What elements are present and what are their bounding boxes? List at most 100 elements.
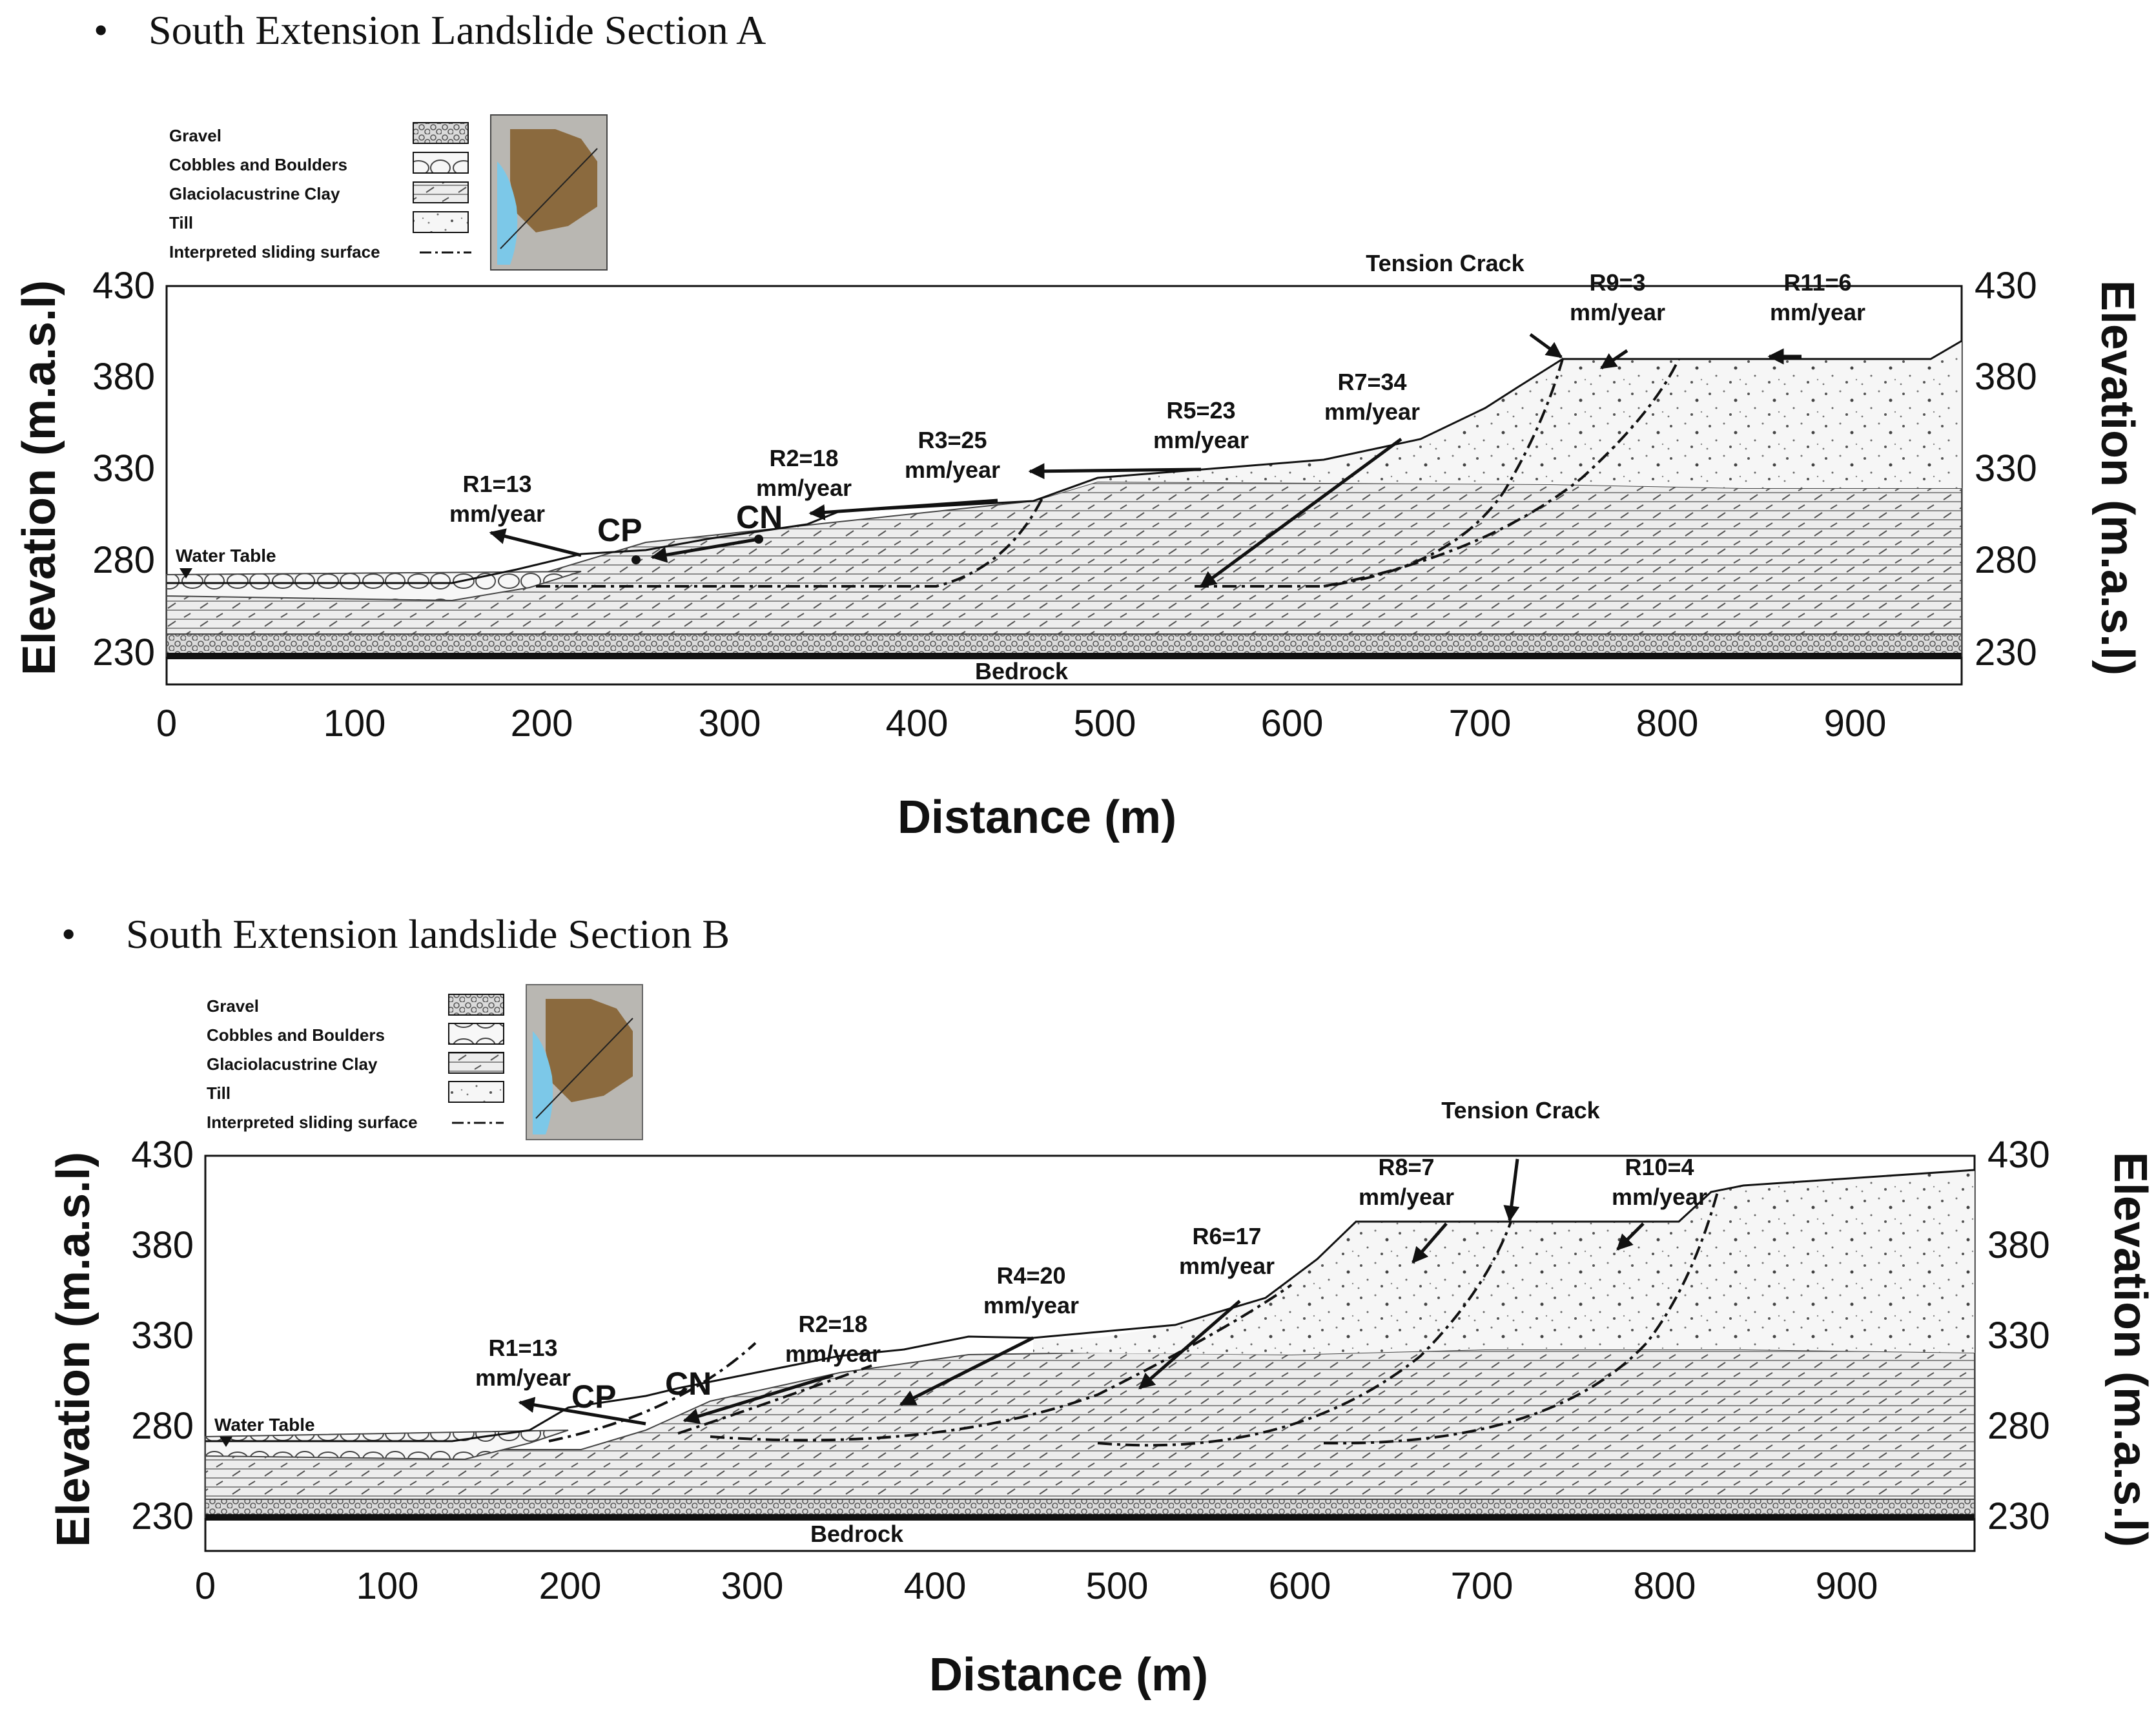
section-a-r2-unit: mm/year — [756, 475, 852, 501]
section-a-r1-arrow — [489, 528, 582, 557]
section-a-location-map — [490, 114, 608, 271]
section-b-title: South Extension landslide Section B — [126, 911, 730, 957]
section-a-x-tick-0: 0 — [156, 703, 177, 744]
section-b-r6-label: R6=17 — [1192, 1223, 1261, 1249]
legend-b-gravel-swatch — [448, 994, 504, 1016]
section-a-displacement-arrows — [489, 333, 1802, 588]
section-b-r1-label: R1=13 — [488, 1335, 557, 1361]
section-b-x-axis-label: Distance (m) — [929, 1649, 1208, 1701]
section-b: • South Extension landslide Section B Gr… — [48, 911, 2156, 1701]
section-a-y-tick-280: 280 — [92, 539, 155, 581]
section-a-bedrock-label: Bedrock — [975, 658, 1069, 684]
section-b-y-tick-230: 230 — [131, 1495, 194, 1537]
section-a-y-tick-330: 330 — [92, 447, 155, 489]
section-b-x-tick-500: 500 — [1086, 1565, 1149, 1607]
section-b-strata — [205, 1170, 1975, 1521]
section-b-r10-arrow — [1616, 1222, 1645, 1251]
section-a-r9-unit: mm/year — [1570, 299, 1665, 325]
section-b-y-tick-r-230: 230 — [1987, 1495, 2050, 1537]
section-a-r7-label: R7=34 — [1337, 369, 1406, 395]
section-b-r8-unit: mm/year — [1359, 1184, 1454, 1210]
section-a-strata — [166, 341, 1962, 659]
section-a-r11-label: R11=6 — [1783, 269, 1851, 296]
section-b-r6-arrow — [1138, 1300, 1241, 1390]
section-b-x-tick-0: 0 — [195, 1565, 216, 1607]
section-b-y-axis-label-left: Elevation (m.a.s.l) — [48, 1152, 99, 1547]
legend-cobbles-label: Cobbles and Boulders — [169, 155, 347, 174]
section-b-r4-unit: mm/year — [983, 1292, 1079, 1318]
section-a-x-axis: 0 100 200 300 400 500 600 700 800 900 Di… — [156, 703, 1887, 843]
section-b-y-tick-r-280: 280 — [1987, 1405, 2050, 1447]
legend-b-cobbles-swatch — [448, 1023, 504, 1045]
section-a-y-tick-r-380: 380 — [1975, 356, 2037, 398]
section-b-ground-surface — [205, 1169, 1975, 1442]
section-a-bullet: • — [94, 7, 108, 53]
legend-b-till-label: Till — [207, 1083, 231, 1103]
section-a-clay-layer — [166, 480, 1962, 635]
section-a-r3-unit: mm/year — [905, 456, 1000, 483]
section-b-tension-crack-pointer — [1503, 1158, 1520, 1222]
section-b-r10-unit: mm/year — [1612, 1184, 1707, 1210]
section-b-clay-layer — [205, 1349, 1975, 1500]
section-a-annotations: R1=13 mm/year R2=18 mm/year R3=25 mm/yea… — [449, 250, 1865, 527]
section-a-x-tick-700: 700 — [1449, 703, 1512, 744]
section-b-cn-label: CN — [665, 1366, 712, 1402]
section-b-y-tick-380: 380 — [131, 1224, 194, 1266]
legend-gravel-label: Gravel — [169, 126, 221, 145]
section-a-x-tick-300: 300 — [699, 703, 761, 744]
legend-b-gravel-label: Gravel — [207, 996, 259, 1016]
section-b-r10-label: R10=4 — [1625, 1154, 1694, 1180]
section-b-displacement-arrows — [518, 1158, 1645, 1426]
section-a-r7-unit: mm/year — [1324, 398, 1420, 425]
section-b-x-axis: 0 100 200 300 400 500 600 700 800 900 Di… — [195, 1565, 1878, 1701]
section-a-r1-unit: mm/year — [449, 500, 545, 527]
section-a-title: South Extension Landslide Section A — [149, 7, 766, 53]
legend-b-clay-swatch — [448, 1052, 504, 1074]
legend-gravel-swatch — [413, 122, 469, 144]
section-b-x-tick-200: 200 — [539, 1565, 602, 1607]
section-a: • South Extension Landslide Section A Gr… — [14, 7, 2143, 843]
section-b-y-tick-430: 430 — [131, 1134, 194, 1176]
section-a-y-tick-230: 230 — [92, 631, 155, 673]
section-b-annotations: R1=13 mm/year R2=18 mm/year R4=20 mm/yea… — [475, 1097, 1707, 1391]
legend-b-clay-label: Glaciolacustrine Clay — [207, 1054, 378, 1074]
section-b-y-tick-r-330: 330 — [1987, 1315, 2050, 1357]
section-b-x-tick-900: 900 — [1816, 1565, 1878, 1607]
section-b-r2-label: R2=18 — [798, 1311, 867, 1337]
section-a-y-axis-label-right: Elevation (m.a.s.l) — [2091, 280, 2143, 675]
section-a-y-axis: 430 380 330 280 230 430 380 330 280 230 … — [14, 265, 2143, 675]
section-a-till-layer — [1033, 341, 1962, 501]
section-a-r5-label: R5=23 — [1166, 397, 1235, 424]
section-a-legend: Gravel Cobbles and Boulders Glaciolacust… — [169, 122, 471, 262]
section-a-cp-label: CP — [597, 512, 642, 548]
section-a-cp-point — [631, 555, 641, 564]
section-a-tension-crack-label: Tension Crack — [1366, 250, 1525, 276]
section-b-legend: Gravel Cobbles and Boulders Glaciolacust… — [207, 994, 504, 1132]
section-b-r4-label: R4=20 — [996, 1262, 1065, 1289]
section-a-x-tick-400: 400 — [886, 703, 949, 744]
section-b-water-table-label: Water Table — [214, 1415, 315, 1435]
legend-till-label: Till — [169, 213, 193, 232]
section-b-y-tick-r-430: 430 — [1987, 1134, 2050, 1176]
section-b-r2-unit: mm/year — [785, 1340, 881, 1367]
section-a-r5-arrow — [1028, 463, 1202, 480]
section-a-x-tick-200: 200 — [511, 703, 573, 744]
section-b-r1-arrow — [518, 1397, 646, 1426]
section-a-water-table-icon — [180, 568, 192, 579]
legend-b-cobbles-label: Cobbles and Boulders — [207, 1025, 385, 1045]
section-b-bullet: • — [61, 911, 76, 957]
section-a-x-axis-label: Distance (m) — [898, 792, 1176, 843]
legend-clay-swatch — [413, 181, 469, 203]
section-b-x-tick-800: 800 — [1634, 1565, 1696, 1607]
section-b-cp-label: CP — [571, 1379, 616, 1415]
legend-clay-label: Glaciolacustrine Clay — [169, 184, 340, 203]
section-b-r6-unit: mm/year — [1179, 1253, 1275, 1279]
section-a-r3-arrow — [808, 498, 998, 520]
section-a-cobbles-layer — [166, 571, 582, 602]
section-a-r9-label: R9=3 — [1589, 269, 1645, 296]
section-b-y-tick-330: 330 — [131, 1315, 194, 1357]
section-b-y-tick-280: 280 — [131, 1405, 194, 1447]
section-b-x-tick-300: 300 — [721, 1565, 784, 1607]
legend-till-swatch — [413, 211, 469, 233]
section-b-r8-label: R8=7 — [1378, 1154, 1434, 1180]
